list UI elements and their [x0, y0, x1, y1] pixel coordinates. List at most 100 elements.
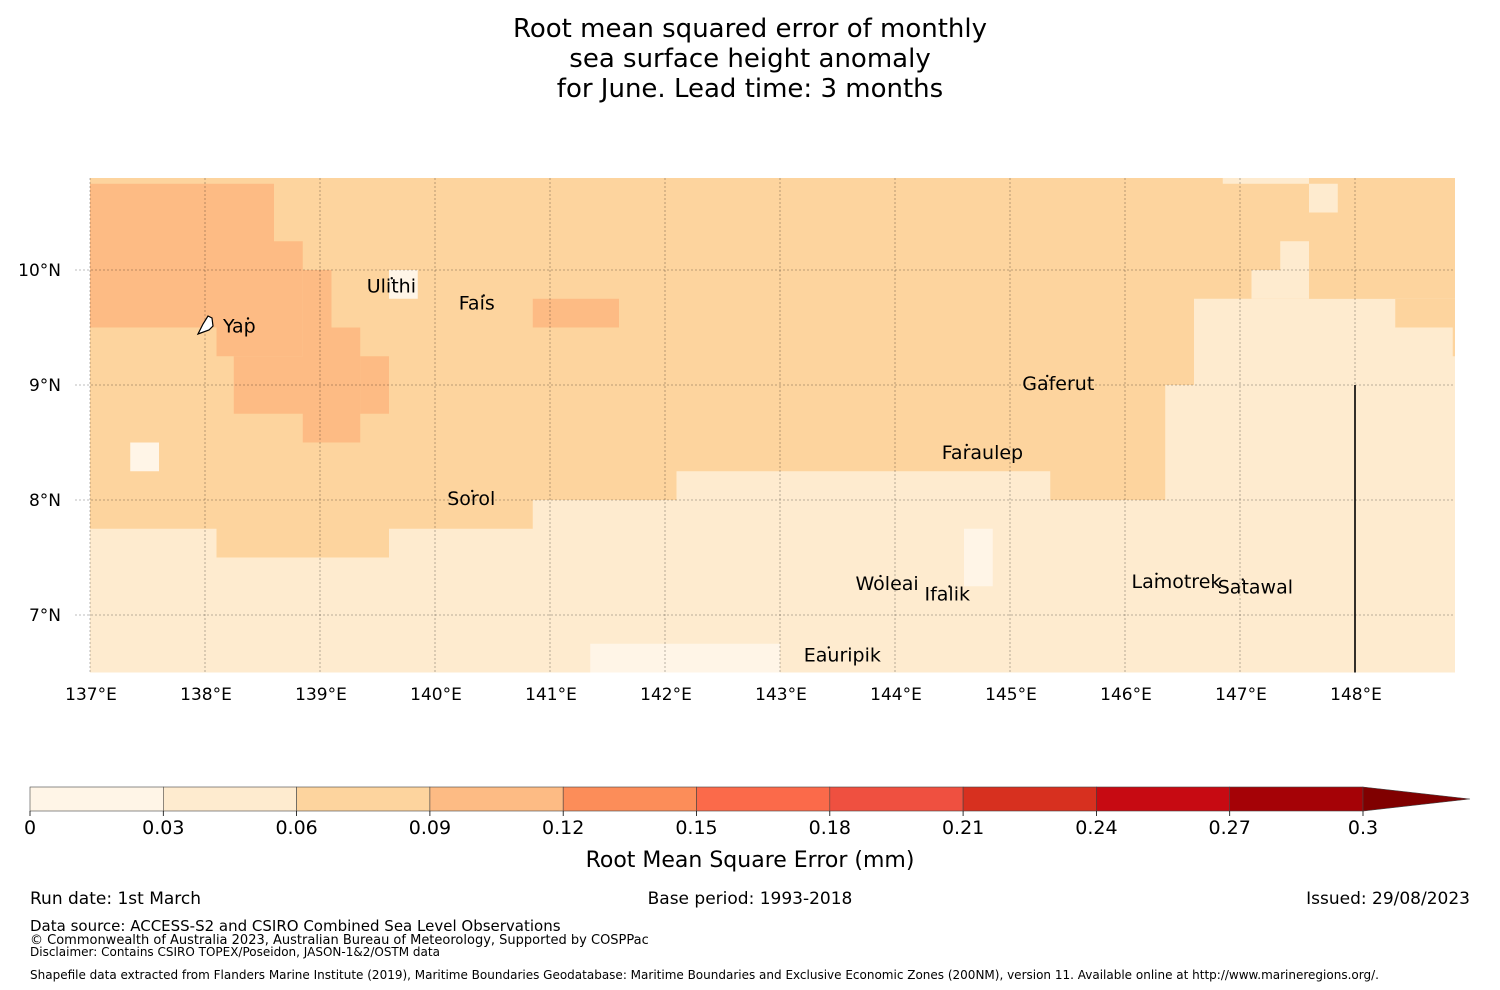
rmse-cell — [676, 471, 1051, 500]
colorbar-extend-arrow — [1362, 786, 1471, 812]
lat-tick-label: 10°N — [18, 261, 61, 281]
colorbar: 0 0.03 0.06 0.09 0.12 0.15 0.18 0.21 0.24 0.27 0.3… — [24, 786, 1471, 873]
run-date: Run date: 1st March — [30, 889, 202, 909]
colorbar-tick-label: 0.24 — [1075, 817, 1117, 839]
island-label: Satawal — [1218, 577, 1293, 599]
rmse-cell — [1050, 471, 1166, 500]
lon-tick-label: 140°E — [410, 685, 462, 705]
rmse-cell — [1165, 385, 1455, 500]
island-marker — [1046, 374, 1049, 378]
island-marker — [482, 294, 485, 297]
rmse-cell — [389, 270, 418, 299]
colorbar-tick-label: 0.27 — [1209, 817, 1251, 839]
colorbar-tick-label: 0.18 — [809, 817, 851, 839]
colorbar-segment — [1096, 786, 1231, 812]
island-layer: Yap Ulithi Fais Gaferut Faraulep Sorol Woleai I… — [196, 275, 1293, 666]
lon-tick-label: 141°E — [525, 685, 577, 705]
data-source: Data source: ACCESS-S2 and CSIRO Combine… — [30, 917, 561, 935]
island-label: Faraulep — [942, 442, 1023, 464]
island-marker — [471, 489, 474, 493]
colorbar-tick-label: 0.21 — [942, 817, 984, 839]
island-marker — [948, 585, 951, 588]
base-period: Base period: 1993-2018 — [647, 889, 853, 909]
island-label: Yap — [222, 316, 256, 338]
chart-title: Root mean squared error of monthly sea s… — [0, 14, 1500, 104]
rmse-cell — [1222, 178, 1309, 184]
axis-labels: 137°E 138°E 139°E 140°E 141°E 142°E 143°E 144°E… — [18, 261, 1382, 705]
rmse-cell — [389, 500, 533, 529]
rmse-cell — [130, 442, 159, 472]
rmse-cell — [1309, 183, 1338, 213]
rmse-cell — [532, 298, 619, 328]
lon-tick-label: 142°E — [640, 685, 692, 705]
colorbar-segment — [429, 786, 564, 812]
shapefile-credit: Shapefile data extracted from Flanders M… — [30, 968, 1379, 982]
island-marker — [879, 574, 882, 578]
colorbar-segment — [1229, 786, 1364, 812]
yap-island-shape — [196, 315, 214, 336]
colorbar-tick-label: 0.06 — [275, 817, 317, 839]
lon-tick-label: 138°E — [180, 685, 232, 705]
lon-tick-label: 144°E — [870, 685, 922, 705]
colorbar-segment — [29, 786, 164, 812]
rmse-cell — [1280, 241, 1309, 270]
rmse-cell — [1452, 327, 1455, 357]
lat-tick-label: 7°N — [29, 606, 61, 626]
island-marker — [390, 277, 393, 280]
island-marker — [1155, 572, 1158, 575]
rmse-cell — [274, 241, 303, 357]
island-label: Woleai — [856, 573, 919, 595]
rmse-field — [90, 178, 1455, 673]
colorbar-segment — [829, 786, 964, 812]
rmse-cell — [964, 528, 993, 587]
rmse-cell — [216, 500, 389, 558]
lon-tick-label: 146°E — [1100, 685, 1152, 705]
rmse-cell — [360, 356, 389, 414]
colorbar-tick-label: 0.03 — [142, 817, 184, 839]
colorbar-tick-label: 0.09 — [409, 817, 451, 839]
rmse-cell — [590, 643, 780, 673]
lon-tick-label: 147°E — [1215, 685, 1267, 705]
title-line-3: for June. Lead time: 3 months — [556, 74, 944, 104]
colorbar-label: Root Mean Square Error (mm) — [586, 848, 915, 873]
island-label: Ifalik — [925, 583, 971, 605]
colorbar-segment — [296, 786, 431, 812]
colorbar-tick-label: 0.12 — [542, 817, 584, 839]
island-label: Ulithi — [367, 275, 416, 297]
island-marker — [965, 443, 968, 447]
colorbar-tick-label: 0.3 — [1348, 817, 1378, 839]
rmse-cell — [331, 327, 361, 443]
island-marker — [827, 646, 830, 649]
title-line-2: sea surface height anomaly — [569, 44, 931, 74]
island-label: Fais — [459, 293, 495, 315]
lon-tick-label: 143°E — [755, 685, 807, 705]
disclaimer: Disclaimer: Contains CSIRO TOPEX/Poseido… — [30, 945, 440, 959]
lon-tick-label: 137°E — [65, 685, 117, 705]
island-label: Eauripik — [804, 644, 881, 666]
colorbar-segment — [696, 786, 831, 812]
rmse-cell — [90, 183, 217, 328]
lon-tick-label: 145°E — [985, 685, 1037, 705]
colorbar-segment — [562, 786, 697, 812]
copyright: © Commonwealth of Australia 2023, Austra… — [30, 933, 649, 948]
rmse-cell — [1251, 270, 1309, 299]
colorbar-tick-label: 0.15 — [675, 817, 717, 839]
colorbar-segment — [163, 786, 297, 812]
colorbar-segment — [962, 786, 1097, 812]
island-marker — [1241, 578, 1244, 581]
rmse-cell — [216, 183, 274, 357]
island-label: Lamotrek — [1132, 571, 1222, 593]
issued-date: Issued: 29/08/2023 — [1306, 889, 1470, 909]
lon-tick-label: 148°E — [1330, 685, 1382, 705]
island-label: Sorol — [447, 488, 495, 510]
lon-tick-label: 139°E — [295, 685, 347, 705]
island-label: Gaferut — [1022, 373, 1094, 395]
lat-tick-label: 9°N — [29, 376, 61, 396]
title-line-1: Root mean squared error of monthly — [512, 14, 988, 44]
lat-tick-label: 8°N — [29, 491, 61, 511]
colorbar-tick-label: 0 — [24, 817, 36, 839]
rmse-cell — [1309, 270, 1396, 299]
rmse-cell — [1395, 298, 1455, 328]
island-marker — [246, 317, 250, 320]
